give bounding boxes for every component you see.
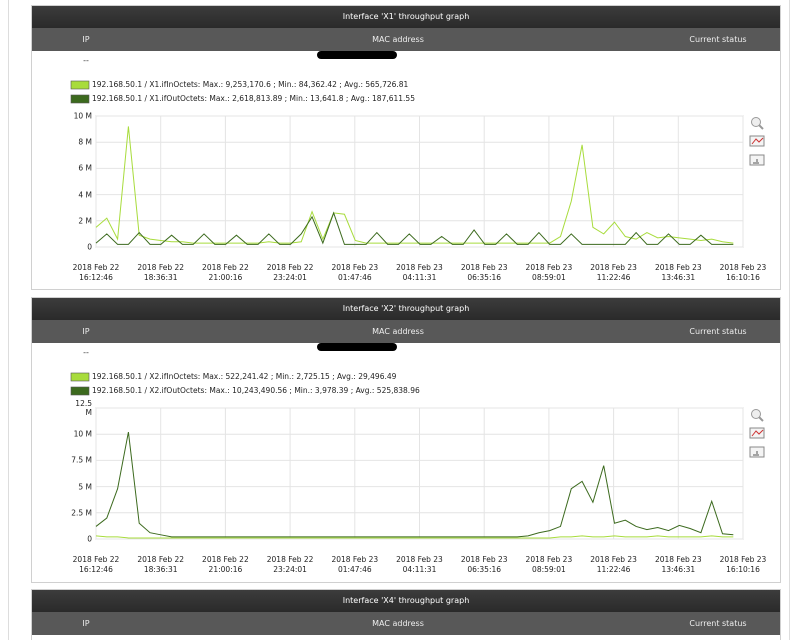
y-tick-label: 4 M bbox=[78, 190, 92, 200]
column-header-row: IP MAC address Current status bbox=[32, 28, 780, 51]
panel-title: Interface 'X4' throughput graph bbox=[32, 590, 780, 612]
y-tick-label: 5 M bbox=[78, 482, 92, 492]
x-tick-label: 2018 Feb 22 16:12:46 bbox=[72, 263, 120, 282]
x-tick-label: 2018 Feb 23 16:10:16 bbox=[719, 555, 767, 574]
y-tick-label: 10 M bbox=[73, 111, 92, 121]
x-tick-label: 2018 Feb 22 16:12:46 bbox=[72, 555, 120, 574]
series-line bbox=[95, 211, 734, 245]
redacted-mac bbox=[317, 343, 397, 351]
redacted-mac bbox=[317, 51, 397, 59]
legend-swatch bbox=[70, 372, 90, 382]
panel-title: Interface 'X2' throughput graph bbox=[32, 298, 780, 320]
x-tick-label: 2018 Feb 23 06:35:16 bbox=[460, 263, 508, 282]
x-tick-label: 2018 Feb 22 21:00:16 bbox=[202, 263, 249, 282]
legend-label: 192.168.50.1 / X1.ifInOctets: Max.: 9,25… bbox=[92, 80, 409, 89]
icon-shape bbox=[758, 416, 764, 422]
y-tick-label: 0 bbox=[87, 534, 92, 544]
column-header: IP bbox=[82, 35, 90, 44]
y-tick-label: 6 M bbox=[78, 163, 92, 173]
icon-shape bbox=[751, 429, 764, 437]
data-row: -- bbox=[32, 343, 780, 363]
icon-shape bbox=[753, 159, 759, 164]
graph-tool-icon[interactable] bbox=[749, 427, 765, 439]
legend-swatch bbox=[70, 80, 90, 90]
chart: 192.168.50.1 / X2.ifInOctets: Max.: 522,… bbox=[69, 368, 769, 580]
x-tick-label: 2018 Feb 23 11:22:46 bbox=[590, 555, 637, 574]
page-frame bbox=[8, 0, 790, 640]
x-tick-label: 2018 Feb 23 04:11:31 bbox=[396, 263, 443, 282]
column-header: MAC address bbox=[372, 327, 424, 336]
column-header-row: IP MAC address Current status bbox=[32, 320, 780, 343]
icon-shape bbox=[758, 124, 764, 130]
series-line bbox=[95, 432, 734, 538]
series-line bbox=[95, 535, 734, 539]
chart-svg: 192.168.50.1 / X1.ifInOctets: Max.: 9,25… bbox=[70, 80, 765, 248]
x-tick-label: 2018 Feb 23 04:11:31 bbox=[396, 555, 443, 574]
x-tick-label: 2018 Feb 23 01:47:46 bbox=[331, 555, 379, 574]
legend-swatch bbox=[70, 386, 90, 396]
column-header-row: IP MAC address Current status bbox=[32, 612, 780, 635]
graph-tool-icon[interactable] bbox=[749, 135, 765, 147]
x-tick-label: 2018 Feb 23 08:59:01 bbox=[525, 555, 573, 574]
x-tick-label: 2018 Feb 22 18:36:31 bbox=[137, 263, 185, 282]
x-tick-label: 2018 Feb 23 06:35:16 bbox=[460, 555, 508, 574]
icon-shape bbox=[751, 137, 764, 145]
x-tick-label: 2018 Feb 23 13:46:31 bbox=[654, 555, 702, 574]
y-tick-label: 0 bbox=[87, 242, 92, 252]
column-header: MAC address bbox=[372, 35, 424, 44]
x-tick-label: 2018 Feb 22 23:24:01 bbox=[266, 263, 314, 282]
column-header: MAC address bbox=[372, 619, 424, 628]
column-header: IP bbox=[82, 619, 90, 628]
icon-shape bbox=[749, 427, 765, 439]
legend-label: 192.168.50.1 / X2.ifInOctets: Max.: 522,… bbox=[92, 372, 397, 381]
legend-swatch bbox=[70, 94, 90, 104]
icon-shape bbox=[751, 117, 761, 127]
interface-panel: Interface 'X4' throughput graph IP MAC add… bbox=[31, 589, 781, 640]
interface-panel: Interface 'X2' throughput graph IP MAC add… bbox=[31, 297, 781, 583]
zoom-icon[interactable] bbox=[751, 117, 764, 130]
chart-svg: 192.168.50.1 / X2.ifInOctets: Max.: 522,… bbox=[70, 372, 765, 540]
icon-shape bbox=[753, 451, 759, 456]
y-tick-label: 12.5 M bbox=[75, 399, 92, 417]
column-header: Current status bbox=[689, 619, 747, 628]
chart: 192.168.50.1 / X1.ifInOctets: Max.: 9,25… bbox=[69, 76, 769, 288]
x-tick-label: 2018 Feb 23 11:22:46 bbox=[590, 263, 637, 282]
series-line bbox=[95, 126, 734, 244]
y-tick-label: 10 M bbox=[73, 429, 92, 439]
x-tick-label: 2018 Feb 23 13:46:31 bbox=[654, 263, 702, 282]
zoom-icon[interactable] bbox=[751, 409, 764, 422]
interface-panel: Interface 'X1' throughput graph IP MAC add… bbox=[31, 5, 781, 290]
graph-tool-icon[interactable] bbox=[749, 446, 765, 458]
legend-label: 192.168.50.1 / X2.ifOutOctets: Max.: 10,… bbox=[92, 386, 420, 395]
x-tick-label: 2018 Feb 22 23:24:01 bbox=[266, 555, 314, 574]
x-tick-label: 2018 Feb 23 16:10:16 bbox=[719, 263, 767, 282]
column-header: IP bbox=[82, 327, 90, 336]
y-tick-label: 2.5 M bbox=[71, 508, 92, 518]
icon-shape bbox=[749, 135, 765, 147]
x-tick-label: 2018 Feb 23 08:59:01 bbox=[525, 263, 573, 282]
x-tick-label: 2018 Feb 23 01:47:46 bbox=[331, 263, 379, 282]
panel-title: Interface 'X1' throughput graph bbox=[32, 6, 780, 28]
y-tick-label: 7.5 M bbox=[71, 455, 92, 465]
x-tick-label: 2018 Feb 22 21:00:16 bbox=[202, 555, 249, 574]
column-header: Current status bbox=[689, 327, 747, 336]
ip-value: -- bbox=[83, 348, 89, 357]
icon-shape bbox=[751, 409, 761, 419]
x-tick-label: 2018 Feb 22 18:36:31 bbox=[137, 555, 185, 574]
ip-value: -- bbox=[83, 56, 89, 65]
column-header: Current status bbox=[689, 35, 747, 44]
y-tick-label: 2 M bbox=[78, 216, 92, 226]
data-row: -- bbox=[32, 51, 780, 71]
legend-label: 192.168.50.1 / X1.ifOutOctets: Max.: 2,6… bbox=[92, 94, 415, 103]
graph-tool-icon[interactable] bbox=[749, 154, 765, 166]
y-tick-label: 8 M bbox=[78, 137, 92, 147]
